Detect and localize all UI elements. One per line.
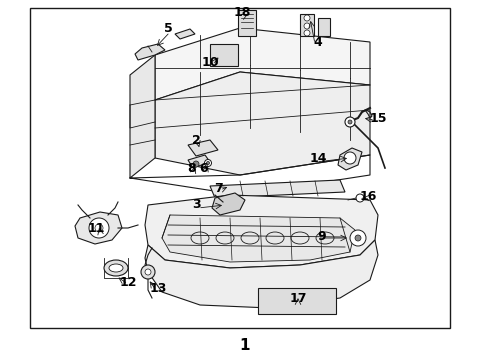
- Text: 17: 17: [289, 292, 307, 305]
- Text: 10: 10: [201, 55, 219, 68]
- Text: 15: 15: [369, 112, 387, 125]
- Circle shape: [355, 235, 361, 241]
- Circle shape: [350, 230, 366, 246]
- Text: 13: 13: [149, 282, 167, 294]
- Polygon shape: [162, 215, 355, 262]
- Ellipse shape: [109, 264, 123, 272]
- Polygon shape: [338, 148, 362, 170]
- Polygon shape: [212, 193, 245, 215]
- Text: 9: 9: [318, 230, 326, 243]
- Polygon shape: [188, 155, 210, 168]
- Polygon shape: [130, 55, 155, 178]
- Bar: [300, 14, 314, 36]
- Circle shape: [344, 152, 356, 164]
- Polygon shape: [175, 29, 195, 39]
- Circle shape: [304, 15, 310, 21]
- Polygon shape: [145, 195, 378, 268]
- Circle shape: [204, 159, 212, 166]
- Circle shape: [304, 30, 310, 36]
- Bar: [238, 10, 256, 36]
- Text: 2: 2: [192, 134, 200, 147]
- Text: 18: 18: [233, 5, 251, 18]
- Circle shape: [89, 218, 109, 238]
- Circle shape: [348, 120, 352, 124]
- Text: 12: 12: [119, 275, 137, 288]
- Circle shape: [206, 162, 210, 165]
- Text: 11: 11: [87, 221, 105, 234]
- Circle shape: [193, 161, 199, 167]
- Bar: [30, 8, 450, 328]
- Polygon shape: [210, 180, 345, 198]
- Text: 8: 8: [188, 162, 196, 175]
- Polygon shape: [75, 212, 122, 244]
- Polygon shape: [155, 28, 370, 100]
- Text: 16: 16: [359, 189, 377, 202]
- Bar: [210, 44, 238, 66]
- Circle shape: [304, 23, 310, 29]
- Text: 1: 1: [240, 338, 250, 352]
- Text: 3: 3: [192, 198, 200, 211]
- Text: 5: 5: [164, 22, 172, 35]
- Text: 7: 7: [214, 181, 222, 194]
- Text: 14: 14: [309, 152, 327, 165]
- Text: 6: 6: [200, 162, 208, 175]
- Polygon shape: [155, 72, 370, 175]
- Text: 4: 4: [314, 36, 322, 49]
- Polygon shape: [145, 240, 378, 308]
- Polygon shape: [188, 140, 218, 156]
- Ellipse shape: [104, 260, 128, 276]
- Circle shape: [345, 117, 355, 127]
- Circle shape: [356, 194, 364, 202]
- Bar: [258, 288, 336, 314]
- Circle shape: [145, 269, 151, 275]
- Polygon shape: [135, 44, 165, 60]
- Bar: [318, 18, 330, 36]
- Circle shape: [141, 265, 155, 279]
